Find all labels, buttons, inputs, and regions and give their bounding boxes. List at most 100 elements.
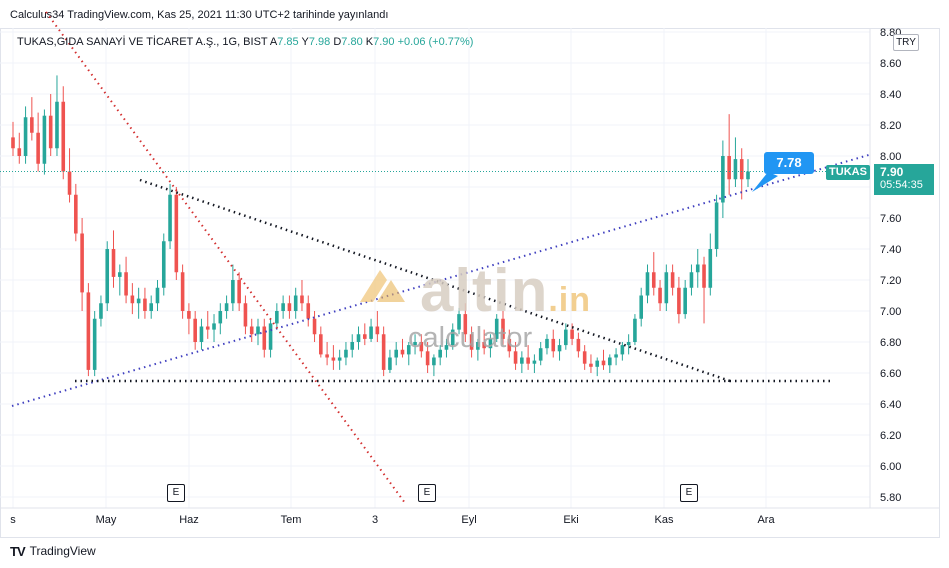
candle-body <box>325 354 329 358</box>
chart-grid <box>0 28 870 508</box>
candle-body <box>30 117 34 133</box>
candle-body <box>168 194 172 242</box>
candle-body <box>356 334 361 342</box>
downtrend-line[interactable] <box>45 11 406 504</box>
time-tick-label: Eki <box>563 514 578 526</box>
uptrend-line[interactable] <box>11 153 873 407</box>
candle-body <box>381 334 386 370</box>
price-tick-label: 6.40 <box>880 399 901 411</box>
time-tick-label: Eyl <box>461 514 476 526</box>
candle-body <box>344 349 348 358</box>
symbol-legend: TUKAS,GIDA SANAYİ VE TİCARET A.Ş., 1G, B… <box>17 36 473 48</box>
currency-button[interactable]: TRY <box>893 34 919 51</box>
candle-body <box>205 326 210 330</box>
time-tick-label: Ara <box>757 514 775 526</box>
legend-low: 7.80 <box>341 36 363 48</box>
time-tick-label: Tem <box>281 514 302 526</box>
price-callout-label[interactable]: 7.78 <box>764 152 814 174</box>
candle-body <box>61 101 66 172</box>
time-tick-label: May <box>96 514 117 526</box>
candle-body <box>721 156 725 203</box>
candle-body <box>576 338 581 352</box>
candle-body <box>48 115 53 149</box>
publish-caption: Calculus34 TradingView.com, Kas 25, 2021… <box>10 9 389 21</box>
price-tick-label: 8.40 <box>880 89 901 101</box>
earnings-badge[interactable]: E <box>418 484 436 502</box>
legend-high: 7.98 <box>308 36 331 48</box>
last-price-badge: 7.90 05:54:35 <box>874 164 934 195</box>
candle-body <box>551 338 556 352</box>
candle-body <box>739 159 744 180</box>
watermark-brand-text: altin <box>420 257 549 324</box>
candle-body <box>174 194 179 273</box>
candle-body <box>651 272 656 288</box>
candle-body <box>645 272 650 296</box>
candle-body <box>86 292 91 370</box>
candle-body <box>520 357 524 364</box>
candle-body <box>702 264 706 288</box>
candle-body <box>570 329 574 339</box>
candle-body <box>488 338 493 349</box>
candle-body <box>362 334 367 339</box>
candle-body <box>155 287 160 304</box>
candle-body <box>695 264 700 273</box>
watermark-brand: altin.in <box>420 256 591 325</box>
price-tick-label: 5.80 <box>880 492 901 504</box>
legend-title: TUKAS,GIDA SANAYİ VE TİCARET A.Ş., 1G, B… <box>17 36 268 48</box>
candle-body <box>601 360 606 366</box>
time-tick-label: Kas <box>655 514 674 526</box>
candle-body <box>231 280 235 304</box>
candle-body <box>545 338 549 349</box>
legend-change: +0.06 (+0.77%) <box>397 36 474 48</box>
candle-body <box>117 272 122 277</box>
candle-body <box>620 345 625 355</box>
candle-body <box>746 171 750 180</box>
candle-body <box>111 249 116 277</box>
last-price: 7.90 <box>880 165 904 179</box>
candle-body <box>400 349 405 355</box>
candle-body <box>199 326 204 342</box>
candle-body <box>312 318 317 335</box>
candle-body <box>683 287 687 315</box>
candle-body <box>130 295 135 304</box>
candle-body <box>23 117 28 156</box>
candle-body <box>727 156 731 180</box>
candle-body <box>337 357 342 361</box>
candle-body <box>626 342 631 346</box>
candle-body <box>670 272 675 288</box>
candle-body <box>538 348 543 361</box>
tradingview-logo-icon: TV <box>10 543 26 559</box>
candle-body <box>17 148 22 156</box>
candle-body <box>494 318 499 339</box>
price-tick-label: 8.20 <box>880 120 901 132</box>
candle-body <box>149 303 154 311</box>
candle-body <box>664 272 669 304</box>
candle-body <box>331 357 336 361</box>
chart-frame <box>0 28 940 538</box>
time-tick-label: s <box>10 514 16 526</box>
candle-body <box>501 318 505 339</box>
candle-body <box>306 303 311 319</box>
candle-body <box>300 295 304 304</box>
time-tick-label: Haz <box>179 514 199 526</box>
candle-body <box>438 349 442 358</box>
candle-body <box>105 249 110 304</box>
earnings-badge[interactable]: E <box>680 484 698 502</box>
candle-body <box>262 326 267 350</box>
candle-body <box>243 303 248 327</box>
candle-body <box>432 357 436 366</box>
footer[interactable]: TV TradingView <box>10 543 96 559</box>
candle-body <box>457 314 461 330</box>
candle-body <box>124 272 128 296</box>
candle-body <box>714 202 719 249</box>
candle-body <box>161 241 166 288</box>
earnings-badge[interactable]: E <box>167 484 185 502</box>
candle-body <box>67 171 72 195</box>
legend-high-label: Y <box>301 36 309 48</box>
candle-body <box>589 363 593 367</box>
candle-body <box>369 326 373 339</box>
candle-body <box>526 357 530 364</box>
price-tick-label: 7.60 <box>880 213 901 225</box>
candle-body <box>11 137 15 149</box>
